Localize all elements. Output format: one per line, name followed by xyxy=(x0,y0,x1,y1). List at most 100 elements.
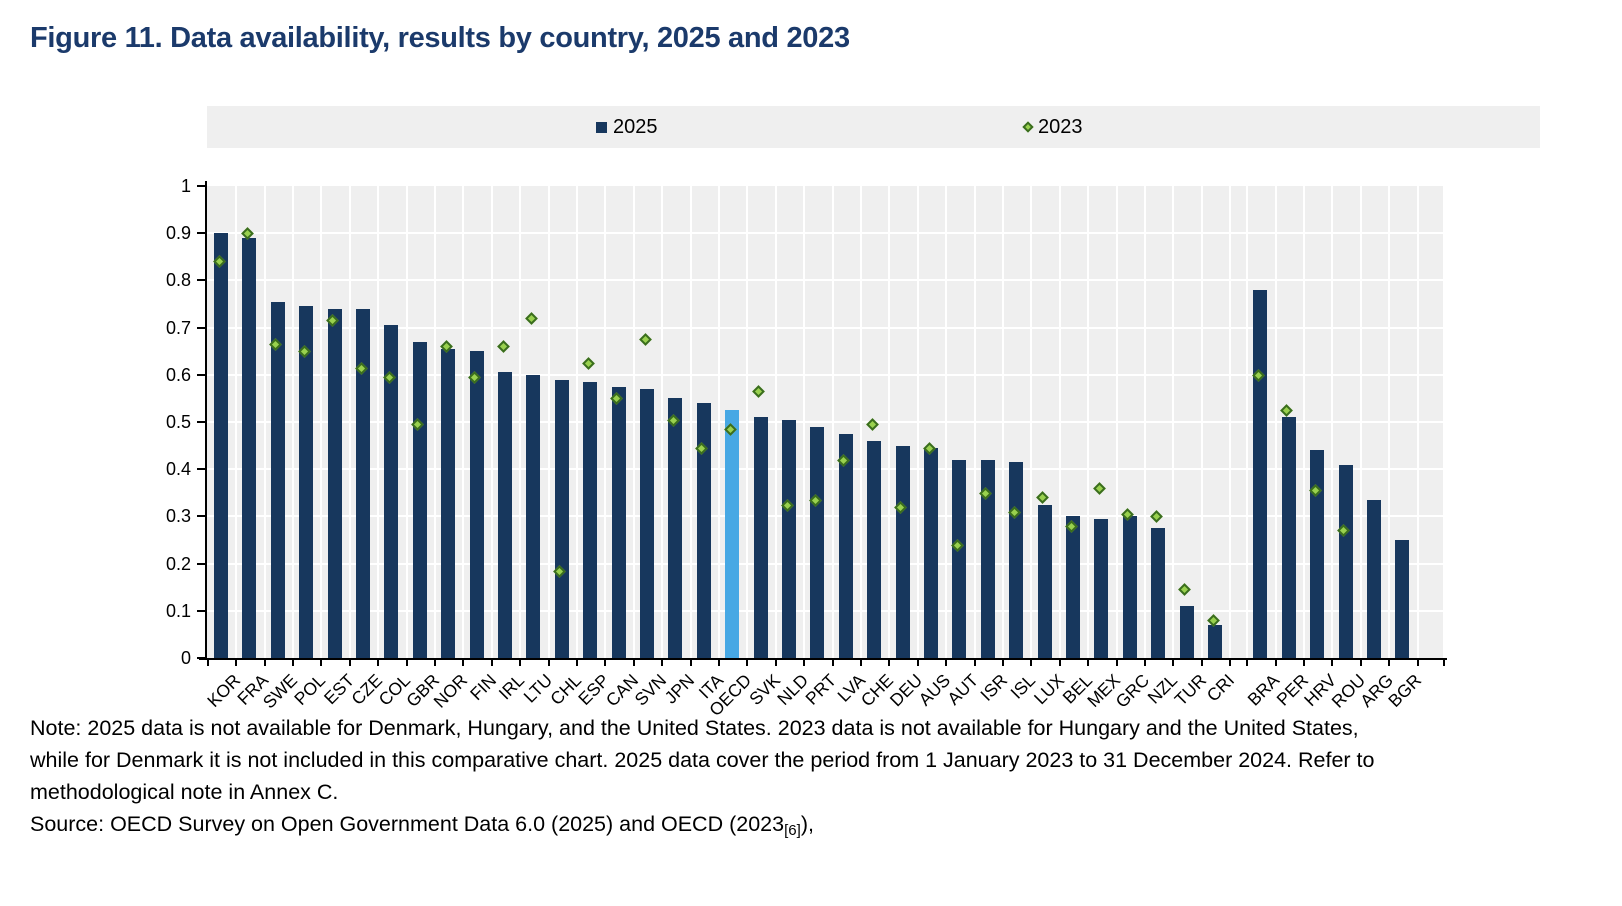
bar-NZL xyxy=(1151,528,1166,658)
bar-CHL xyxy=(554,379,569,658)
gridline-v xyxy=(774,186,777,658)
x-tick xyxy=(405,660,408,666)
bar-POL xyxy=(299,306,314,658)
diamond-marker-ESP xyxy=(581,357,595,370)
x-tick xyxy=(803,660,806,666)
y-axis-label: 0.9 xyxy=(165,223,191,244)
bar-PER xyxy=(1281,417,1296,658)
gridline-v xyxy=(860,186,862,658)
y-axis-label: 0.2 xyxy=(165,553,191,574)
gridline-h xyxy=(207,609,1445,612)
x-tick xyxy=(1002,660,1004,666)
y-tick xyxy=(197,373,205,376)
gridline-h xyxy=(207,421,1445,423)
bar-ESP xyxy=(583,381,598,658)
diamond-marker-IRL xyxy=(496,340,510,354)
x-tick xyxy=(490,660,493,666)
x-tick xyxy=(888,660,891,666)
gridline-v xyxy=(434,186,436,658)
note-line: while for Denmark it is not included in … xyxy=(30,748,1375,772)
gridline-v xyxy=(1229,186,1232,658)
diamond-marker-PER xyxy=(1280,404,1294,417)
gridline-h xyxy=(207,515,1445,518)
gridline-v xyxy=(519,186,522,658)
gridline-v xyxy=(973,186,976,658)
gridline-v xyxy=(1443,186,1445,658)
gridline-v xyxy=(916,186,919,658)
bar-LVA xyxy=(838,433,853,658)
bar-NLD xyxy=(782,419,796,658)
x-tick xyxy=(689,660,692,666)
figure-title: Figure 11. Data availability, results by… xyxy=(30,22,850,54)
x-tick xyxy=(434,660,436,666)
gridline-v xyxy=(348,186,351,658)
note-line: methodological note in Annex C. xyxy=(30,780,339,804)
gridline-v xyxy=(377,186,380,658)
x-tick xyxy=(632,660,635,666)
gridline-v xyxy=(1087,186,1090,658)
y-axis-label: 0.1 xyxy=(165,600,191,621)
bar-FIN xyxy=(469,351,484,658)
y-tick xyxy=(197,515,205,518)
x-tick xyxy=(1144,660,1146,666)
diamond-marker-SVK xyxy=(752,385,765,399)
figure-note: Note: 2025 data is not available for Den… xyxy=(30,712,1605,847)
source-line: Source: OECD Survey on Open Government D… xyxy=(30,808,1605,847)
gridline-v xyxy=(547,186,550,658)
gridline-v xyxy=(718,186,720,658)
x-tick xyxy=(718,660,720,666)
bar-LTU xyxy=(526,374,541,658)
bar-OECD xyxy=(725,410,740,658)
bar-JPN xyxy=(668,398,683,658)
bar-HRV xyxy=(1310,450,1325,658)
gridline-v xyxy=(490,186,493,658)
x-label-CRI: CRI xyxy=(1202,670,1239,706)
legend-label-2025: 2025 xyxy=(613,115,658,138)
gridline-v xyxy=(1200,186,1203,658)
y-axis-label: 0.8 xyxy=(165,270,191,291)
gridline-v xyxy=(1416,186,1419,658)
x-tick xyxy=(604,660,607,666)
bar-AUS xyxy=(924,448,938,658)
bar-chart: 0 0.1 0.2 0.3 0.4 0.5 0.6 0.7 0.8 0.9 1 KOR FRA SWE PO… xyxy=(165,177,1447,720)
bar-SVK xyxy=(753,417,768,658)
x-tick xyxy=(661,660,664,666)
bar-ISR xyxy=(980,459,995,658)
y-tick xyxy=(197,232,205,235)
x-tick xyxy=(1274,660,1277,666)
x-tick xyxy=(1087,660,1090,666)
gridline-h xyxy=(207,373,1445,376)
gridline-v xyxy=(292,186,294,658)
x-tick xyxy=(377,660,380,666)
bar-SVN xyxy=(640,389,654,658)
bar-IRL xyxy=(498,372,512,658)
bar-ISL xyxy=(1009,462,1024,658)
gridline-v xyxy=(1144,186,1146,658)
source-text-end: ), xyxy=(800,812,814,836)
bar-ARG xyxy=(1367,499,1381,658)
x-tick xyxy=(945,660,948,666)
chart-legend: 2025 2023 xyxy=(207,106,1540,148)
y-tick xyxy=(197,279,205,282)
gridline-v xyxy=(1030,186,1033,658)
gridline-v xyxy=(831,186,834,658)
x-tick xyxy=(746,660,749,666)
gridline-v xyxy=(1388,186,1391,658)
bar-DEU xyxy=(895,445,910,658)
gridline-v xyxy=(576,186,578,658)
x-tick xyxy=(1331,660,1334,666)
y-tick xyxy=(197,185,205,187)
gridline-v xyxy=(689,186,692,658)
gridline-h xyxy=(207,468,1445,471)
gridline-v xyxy=(803,186,806,658)
y-axis-label: 0.4 xyxy=(165,459,191,480)
y-tick xyxy=(197,468,205,471)
source-citation-sub: [6] xyxy=(784,822,801,839)
bar-COL xyxy=(384,325,399,658)
gridline-v xyxy=(888,186,891,658)
x-tick xyxy=(263,660,266,666)
diamond-marker-LTU xyxy=(525,312,538,325)
gridline-v xyxy=(1303,186,1305,658)
x-tick xyxy=(1229,660,1232,666)
